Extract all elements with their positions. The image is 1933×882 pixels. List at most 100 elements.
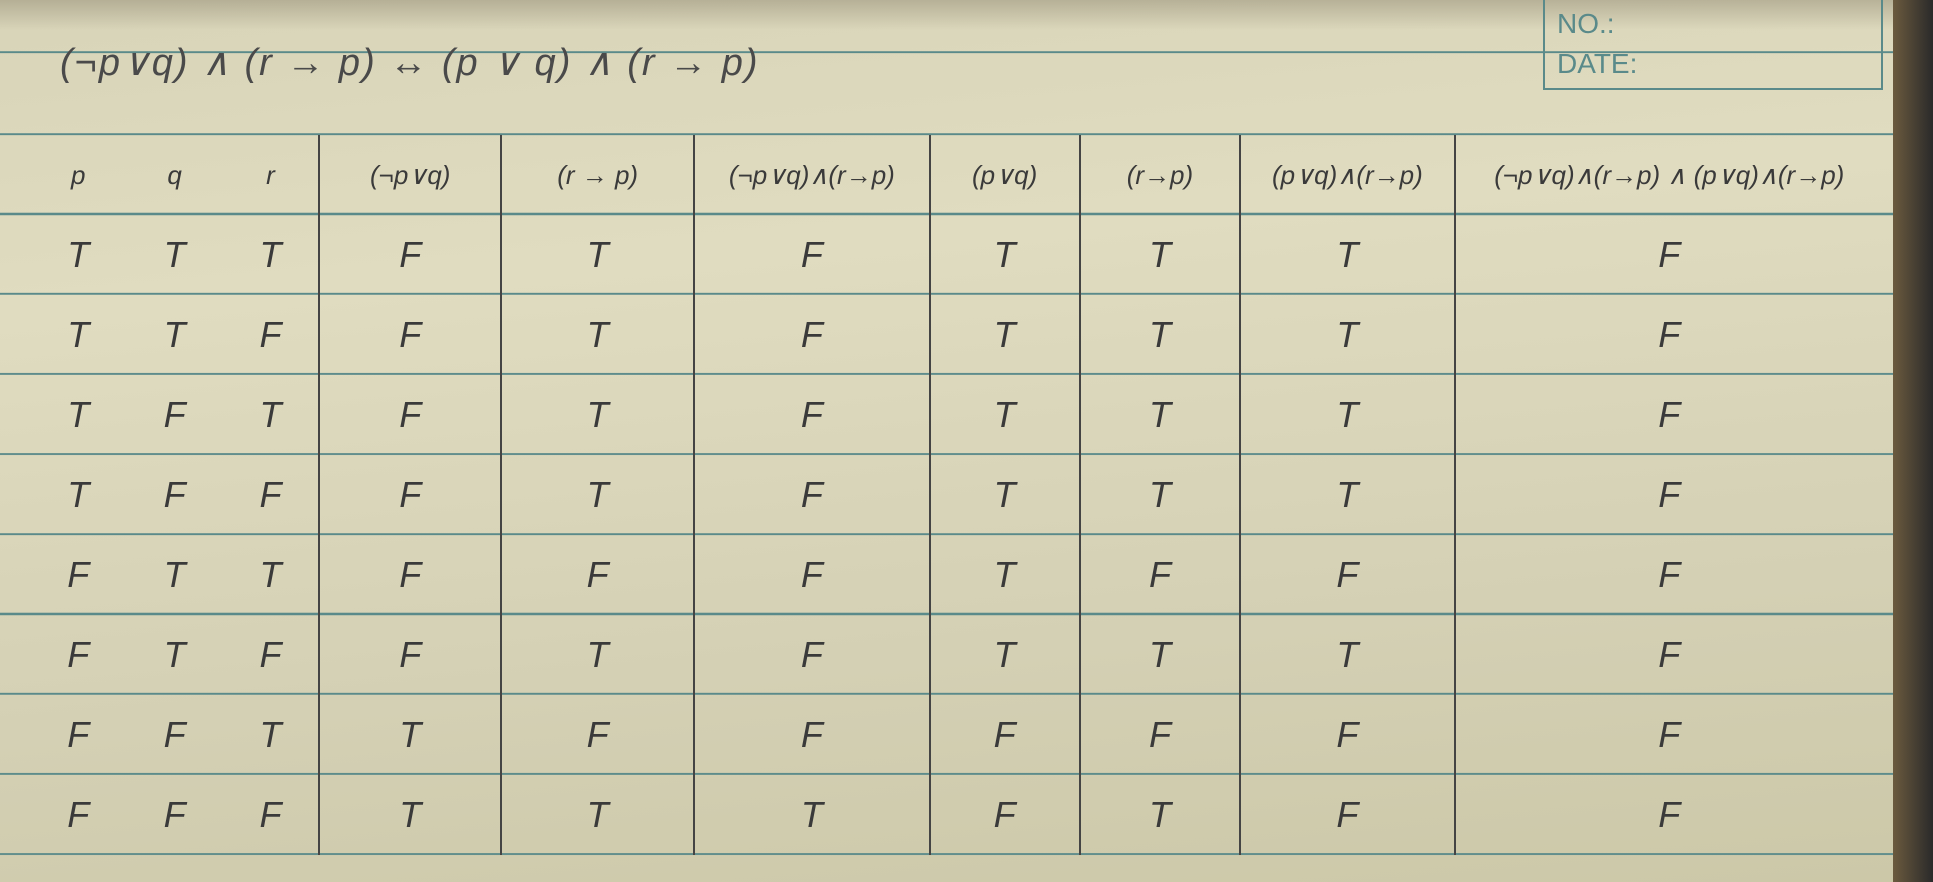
cell: T [1080,215,1241,295]
table-row: T F F F T F T T T F [30,455,1883,535]
col-header-r: r [223,135,319,215]
cell: T [1240,295,1454,375]
cell: T [694,775,930,855]
cell: T [1080,615,1241,695]
col-header-conj1: (¬p∨q)∧(r→p) [694,135,930,215]
cell: F [126,375,222,455]
cell: F [223,615,319,695]
cell: T [223,535,319,615]
col-header-q: q [126,135,222,215]
cell: F [1455,215,1884,295]
cell: F [694,615,930,695]
col-header-p: p [30,135,126,215]
cell: F [1455,535,1884,615]
cell: T [1080,295,1241,375]
truth-table: p q r (¬p∨q) (r → p) (¬p∨q)∧(r→p) (p∨q) … [30,135,1883,855]
cell: F [1455,615,1884,695]
cell: F [694,535,930,615]
cell: T [223,695,319,775]
table-row: F T T F F F T F F F [30,535,1883,615]
col-header-conj2: (p∨q)∧(r→p) [1240,135,1454,215]
cell: F [319,375,501,455]
page-edge-shadow [1893,0,1933,882]
cell: F [223,775,319,855]
table-row: F F T T F F F F F F [30,695,1883,775]
table-row: T F T F T F T T T F [30,375,1883,455]
col-header-p-or-q: (p∨q) [930,135,1080,215]
cell: F [30,615,126,695]
cell: T [930,455,1080,535]
cell: T [930,215,1080,295]
cell: F [694,215,930,295]
cell: F [1455,455,1884,535]
cell: F [1240,535,1454,615]
cell: F [223,455,319,535]
col-header-notp-or-q: (¬p∨q) [319,135,501,215]
cell: F [930,775,1080,855]
cell: F [1080,535,1241,615]
notebook-corner-box: NO.: DATE: [1543,0,1883,90]
cell: T [319,775,501,855]
cell: F [694,375,930,455]
cell: T [930,375,1080,455]
cell: T [126,215,222,295]
table-row: F T F F T F T T T F [30,615,1883,695]
cell: F [30,535,126,615]
cell: T [1240,615,1454,695]
col-header-r-imp-p2: (r→p) [1080,135,1241,215]
cell: F [126,695,222,775]
cell: T [501,375,694,455]
cell: T [126,615,222,695]
cell: T [1240,375,1454,455]
cell: F [30,775,126,855]
cell: T [1080,375,1241,455]
cell: F [1240,695,1454,775]
cell: T [223,375,319,455]
col-header-r-imp-p: (r → p) [501,135,694,215]
logic-formula: (¬p∨q) ∧ (r → p) ↔ (p ∨ q) ∧ (r → p) [60,40,759,85]
cell: T [1240,215,1454,295]
cell: T [30,295,126,375]
cell: F [319,615,501,695]
cell: F [1455,775,1884,855]
truth-table-area: p q r (¬p∨q) (r → p) (¬p∨q)∧(r→p) (p∨q) … [30,135,1883,842]
cell: T [501,775,694,855]
table-row: T T F F T F T T T F [30,295,1883,375]
cell: F [319,295,501,375]
table-row: T T T F T F T T T F [30,215,1883,295]
cell: F [1455,295,1884,375]
col-header-final: (¬p∨q)∧(r→p) ∧ (p∨q)∧(r→p) [1455,135,1884,215]
cell: F [319,535,501,615]
cell: T [30,455,126,535]
cell: F [126,455,222,535]
cell: T [501,215,694,295]
cell: F [694,695,930,775]
cell: F [694,455,930,535]
cell: T [930,295,1080,375]
cell: F [319,215,501,295]
cell: T [30,215,126,295]
cell: T [501,455,694,535]
date-label: DATE: [1557,48,1869,80]
cell: F [1455,695,1884,775]
cell: T [223,215,319,295]
cell: T [126,295,222,375]
header-row: p q r (¬p∨q) (r → p) (¬p∨q)∧(r→p) (p∨q) … [30,135,1883,215]
cell: F [126,775,222,855]
cell: T [1080,455,1241,535]
cell: F [223,295,319,375]
cell: T [1080,775,1241,855]
cell: T [930,615,1080,695]
cell: F [30,695,126,775]
cell: T [930,535,1080,615]
cell: F [1240,775,1454,855]
cell: T [319,695,501,775]
cell: F [930,695,1080,775]
cell: F [319,455,501,535]
cell: F [1080,695,1241,775]
cell: T [30,375,126,455]
truth-table-body: T T T F T F T T T F T T F F T F T T T [30,215,1883,855]
cell: T [501,295,694,375]
cell: F [694,295,930,375]
no-label: NO.: [1557,8,1869,40]
